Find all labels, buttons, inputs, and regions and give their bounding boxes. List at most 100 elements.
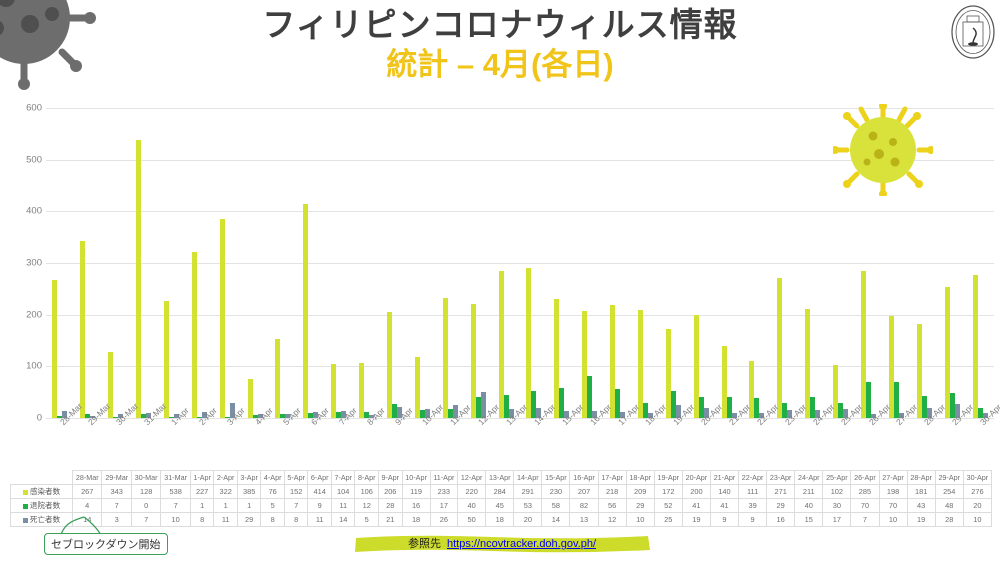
bar-group bbox=[436, 108, 464, 418]
virus-icon bbox=[0, 0, 96, 90]
table-cell: 254 bbox=[934, 484, 964, 499]
table-body: 感染者数 267 343 128 538 227 322 385 76 152 414 104 106 2… bbox=[10, 484, 993, 527]
bar-deaths bbox=[926, 408, 932, 418]
table-cell: 230 bbox=[541, 484, 571, 499]
bar-recovered bbox=[168, 417, 174, 418]
bar-group bbox=[353, 108, 381, 418]
table-column-header: 1-Apr bbox=[189, 470, 215, 485]
bar-recovered bbox=[141, 414, 147, 418]
table-cell: 111 bbox=[738, 484, 768, 499]
table-cell: 70 bbox=[878, 498, 908, 513]
table-cell: 322 bbox=[213, 484, 238, 499]
bar-deaths bbox=[954, 403, 960, 418]
bar-group bbox=[938, 108, 966, 418]
bar-cases bbox=[693, 314, 699, 418]
table-cell: 5 bbox=[260, 498, 285, 513]
table-cell: 26 bbox=[429, 512, 459, 527]
bar-cases bbox=[108, 351, 114, 418]
bar-recovered bbox=[559, 388, 565, 418]
bar-group bbox=[325, 108, 353, 418]
table-cell: 140 bbox=[709, 484, 740, 499]
bar-cases bbox=[414, 356, 420, 418]
table-column-header: 25-Apr bbox=[822, 470, 852, 485]
bar-cases bbox=[80, 240, 86, 418]
gridline bbox=[46, 263, 994, 264]
bar-group bbox=[632, 108, 660, 418]
bar-group bbox=[799, 108, 827, 418]
table-column-header: 10-Apr bbox=[401, 470, 431, 485]
table-cell: 207 bbox=[569, 484, 599, 499]
bar-cases bbox=[498, 271, 504, 418]
bar-recovered bbox=[810, 397, 816, 418]
table-cell: 13 bbox=[569, 512, 599, 527]
table-column-header: 15-Apr bbox=[541, 470, 571, 485]
table-cell: 152 bbox=[283, 484, 309, 499]
table-cell: 28 bbox=[934, 512, 964, 527]
table-cell: 12 bbox=[597, 512, 627, 527]
y-axis-tick: 600 bbox=[26, 102, 42, 114]
table-cell: 198 bbox=[878, 484, 908, 499]
bar-group bbox=[74, 108, 102, 418]
bar-deaths bbox=[369, 415, 375, 418]
bar-cases bbox=[972, 275, 978, 418]
bar-deaths bbox=[564, 410, 570, 418]
bar-deaths bbox=[759, 413, 765, 418]
table-cell: 181 bbox=[906, 484, 936, 499]
lockdown-callout: セブロックダウン開始 bbox=[44, 533, 168, 555]
bar-cases bbox=[136, 140, 142, 418]
bar-cases bbox=[219, 219, 225, 418]
bar-recovered bbox=[280, 414, 286, 418]
bar-deaths bbox=[201, 412, 207, 418]
bar-deaths bbox=[424, 408, 430, 418]
bar-deaths bbox=[508, 408, 514, 418]
bar-group bbox=[687, 108, 715, 418]
legend-label: 感染者数 bbox=[29, 487, 61, 496]
bar-group bbox=[408, 108, 436, 418]
bar-group bbox=[855, 108, 883, 418]
bar-recovered bbox=[85, 414, 91, 418]
bar-deaths bbox=[62, 410, 68, 418]
table-cell: 0 bbox=[130, 498, 162, 513]
bar-group bbox=[185, 108, 213, 418]
table-cell: 8 bbox=[260, 512, 285, 527]
bar-recovered bbox=[866, 381, 872, 418]
bar-recovered bbox=[196, 417, 202, 418]
data-table: 28-Mar 29-Mar 30-Mar 31-Mar 1-Apr 2-Apr 3-Apr 4… bbox=[10, 470, 993, 527]
bar-recovered bbox=[531, 390, 537, 418]
bar-cases bbox=[721, 345, 727, 418]
y-axis-tick: 200 bbox=[26, 309, 42, 321]
bar-deaths bbox=[257, 413, 263, 418]
table-cell: 200 bbox=[681, 484, 711, 499]
gridline bbox=[46, 314, 994, 316]
table-cell: 233 bbox=[429, 484, 459, 499]
bar-deaths bbox=[313, 412, 319, 418]
bar-deaths bbox=[229, 403, 235, 418]
legend-swatch-icon bbox=[22, 503, 28, 509]
table-cell: 21 bbox=[378, 512, 403, 527]
table-column-header: 3-Apr bbox=[236, 470, 262, 485]
table-cell: 12 bbox=[354, 498, 379, 513]
gridline bbox=[46, 418, 994, 419]
table-cell: 3 bbox=[101, 512, 132, 527]
source-band: 参照先 https://ncovtracker.doh.gov.ph/ bbox=[352, 534, 652, 554]
table-cell: 172 bbox=[653, 484, 683, 499]
bar-recovered bbox=[698, 396, 704, 418]
table-column-header: 28-Mar bbox=[71, 470, 103, 485]
bar-deaths bbox=[843, 409, 849, 418]
bar-cases bbox=[665, 329, 671, 418]
table-cell: 414 bbox=[307, 484, 332, 499]
table-cell: 7 bbox=[101, 498, 132, 513]
bar-cases bbox=[888, 315, 894, 418]
bar-group bbox=[743, 108, 771, 418]
bar-recovered bbox=[838, 402, 844, 418]
bar-cases bbox=[582, 311, 588, 418]
table-column-header: 29-Apr bbox=[934, 470, 964, 485]
source-link[interactable]: https://ncovtracker.doh.gov.ph/ bbox=[447, 538, 596, 550]
bar-cases bbox=[833, 365, 839, 418]
table-row: 退院者数 4 7 0 7 1 1 1 5 7 9 11 12 28 16 17 40 45 53 58 82 56 29 52… bbox=[10, 498, 993, 513]
bar-recovered bbox=[113, 417, 119, 418]
bar-deaths bbox=[620, 411, 626, 418]
table-cell: 29 bbox=[766, 498, 796, 513]
bar-recovered bbox=[782, 403, 788, 418]
table-column-header: 4-Apr bbox=[260, 470, 285, 485]
